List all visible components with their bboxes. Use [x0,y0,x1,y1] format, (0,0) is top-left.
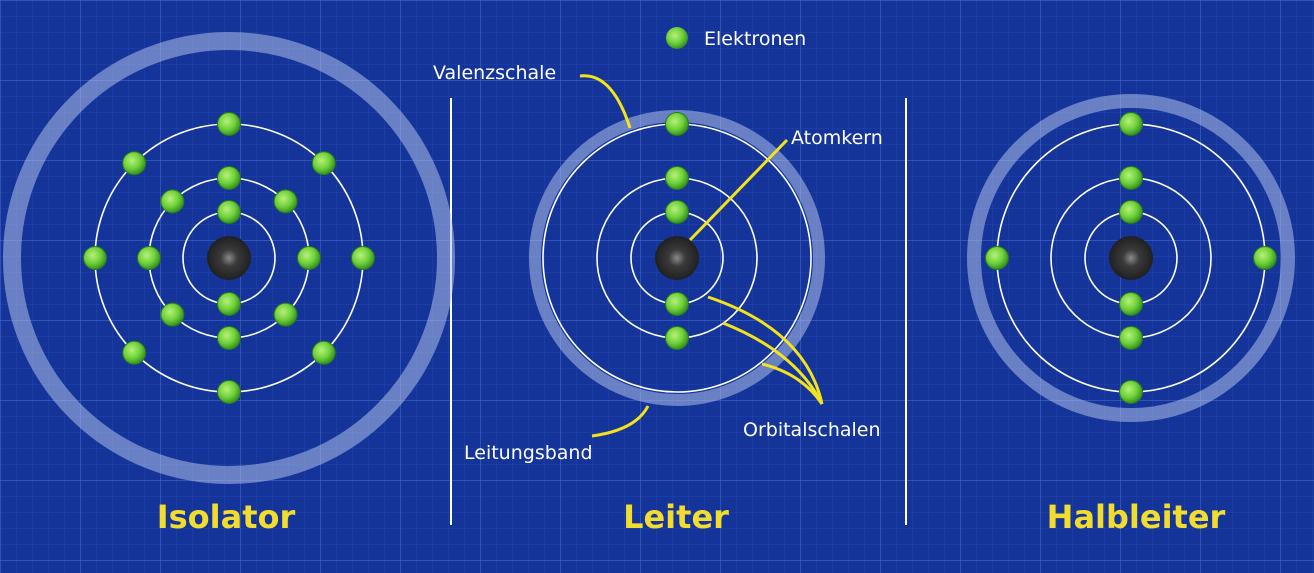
electron [1119,380,1143,404]
electron [665,200,689,224]
nucleus [1109,236,1153,280]
electron [351,246,375,270]
electron [665,166,689,190]
orbital-shell-pointer-1 [707,295,824,405]
atom-isolator [3,32,455,484]
electron [1253,246,1277,270]
electron [273,189,298,214]
electron [217,326,241,350]
electron [122,151,147,176]
electron [83,246,107,270]
electron [1119,112,1143,136]
electron [217,380,241,404]
orbital-shells-label: Orbitalschalen [743,419,881,441]
nucleus-pointer [688,138,789,242]
nucleus [207,236,251,280]
electron [160,302,185,327]
electron [1119,200,1143,224]
valence-shell-label: Valenzschale [433,62,556,84]
valence-shell-pointer [579,74,632,129]
conduction-band-label: Leitungsband [464,442,593,464]
conduction-band-pointer [591,405,650,438]
electron [311,340,336,365]
atoms-layer [3,32,1295,484]
electron [160,189,185,214]
electron [217,112,241,136]
annotations: Valenzschale Atomkern Leitungsband Orbit… [433,62,883,464]
conduction-band-ring [3,32,455,484]
nucleus-label: Atomkern [791,127,883,149]
electron [273,302,298,327]
atom-halbleiter [967,94,1295,422]
legend-label: Elektronen [704,28,806,50]
electron [217,166,241,190]
electron [297,246,321,270]
electron [1119,326,1143,350]
electron [137,246,161,270]
atom-title-leiter: Leiter [623,498,729,536]
legend-electron-icon [666,27,688,49]
nucleus [655,236,699,280]
atom-title-isolator: Isolator [157,498,296,536]
electron [665,326,689,350]
electron [985,246,1009,270]
electron [217,292,241,316]
electron [1119,292,1143,316]
electron [122,340,147,365]
atom-title-halbleiter: Halbleiter [1047,498,1226,536]
electron [665,292,689,316]
legend: Elektronen [666,27,806,50]
atom-leiter [529,110,825,406]
electron [1119,166,1143,190]
electron [311,151,336,176]
electron [665,112,689,136]
orbital-shell-pointer-3 [761,362,824,405]
conduction-band-ring [967,94,1295,422]
electron [217,200,241,224]
orbital-shell-pointer-2 [722,321,824,405]
